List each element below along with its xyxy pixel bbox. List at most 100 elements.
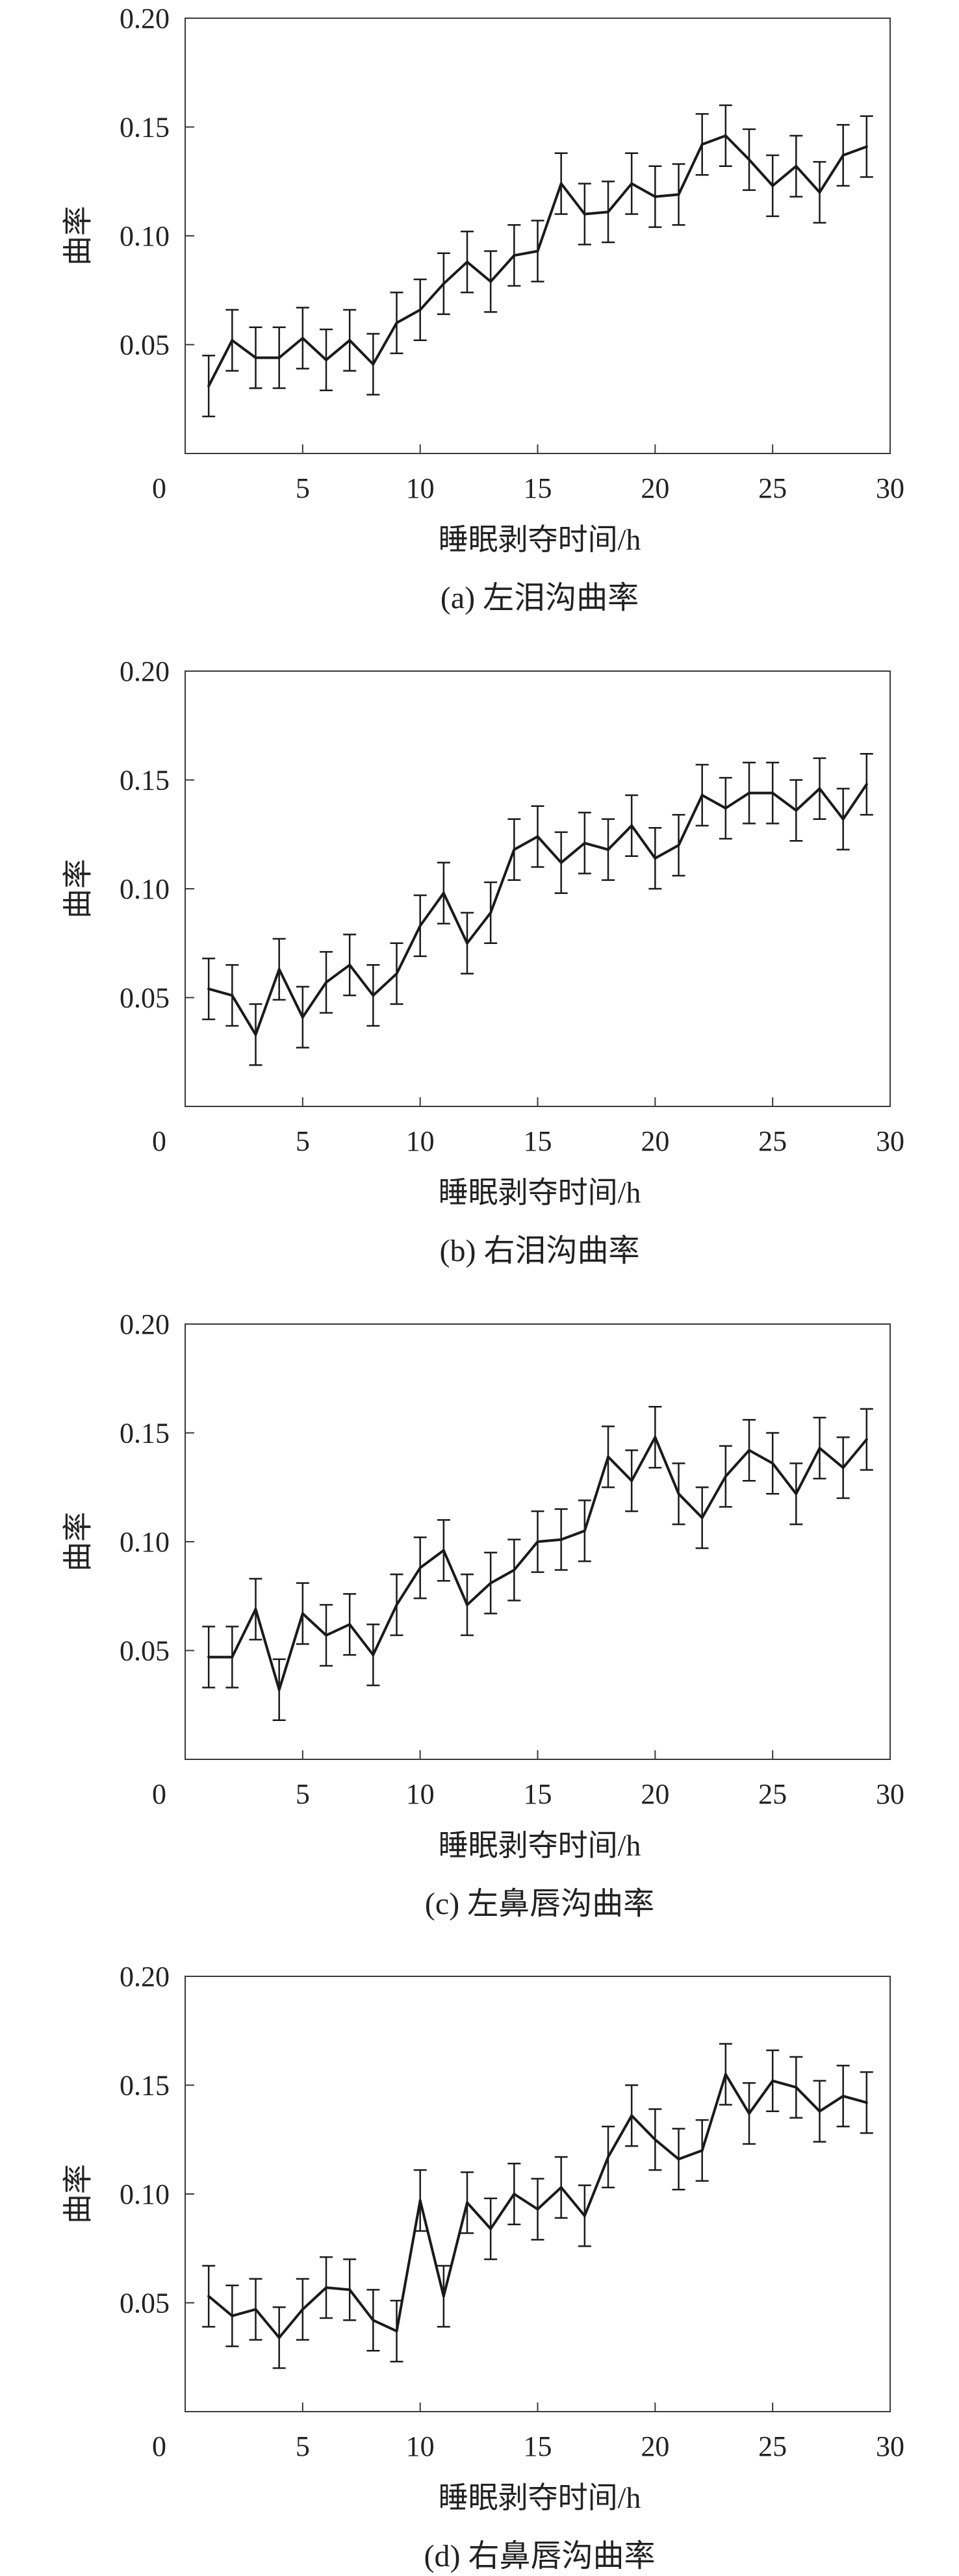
y-tick-label: 0.15 <box>120 765 170 797</box>
data-point <box>348 338 352 342</box>
data-point <box>466 941 468 945</box>
data-point <box>325 981 327 984</box>
data-point <box>372 994 375 997</box>
x-tick-label: 15 <box>524 1778 552 1810</box>
data-point <box>818 2110 821 2113</box>
data-point <box>301 2308 304 2311</box>
data-point <box>771 1462 774 1465</box>
data-point <box>841 154 845 157</box>
data-point <box>583 212 586 216</box>
y-tick-label: 0.20 <box>120 1961 170 1993</box>
data-point <box>748 1449 750 1452</box>
x-tick-label: 30 <box>876 1778 904 1810</box>
y-tick-label: 0.10 <box>120 873 170 905</box>
y-axis-label: 曲率 <box>62 1512 95 1572</box>
data-point <box>536 249 539 253</box>
data-point <box>466 2201 468 2204</box>
data-point <box>724 807 727 810</box>
y-tick-label: 0.10 <box>120 1526 170 1558</box>
data-point <box>700 1516 704 1520</box>
y-tick-label: 0.05 <box>120 329 170 361</box>
data-point <box>654 2138 657 2141</box>
data-point <box>536 835 539 838</box>
data-point <box>466 261 468 264</box>
x-tick-label: 30 <box>876 472 904 504</box>
x-axis-label: 睡眠剥夺时间/h <box>439 523 641 556</box>
x-tick-label: 15 <box>524 2430 552 2462</box>
data-point <box>231 1655 234 1659</box>
data-point <box>795 809 798 812</box>
data-point <box>771 2079 774 2082</box>
x-tick-label: 25 <box>758 472 787 504</box>
data-point <box>348 963 352 967</box>
data-point <box>724 1475 727 1478</box>
y-tick-label: 0.10 <box>120 2178 170 2210</box>
data-point <box>865 145 868 148</box>
data-point <box>795 164 798 168</box>
data-point <box>771 791 774 795</box>
data-point <box>818 787 821 790</box>
data-point <box>654 1436 657 1439</box>
y-tick-label: 0.20 <box>120 3 170 34</box>
data-point <box>277 967 281 971</box>
data-point <box>513 848 516 851</box>
data-point <box>771 184 774 187</box>
data-point <box>207 2295 211 2298</box>
data-point <box>677 1492 680 1496</box>
data-point <box>583 2214 586 2217</box>
data-point <box>607 2156 609 2159</box>
data-point <box>277 356 281 359</box>
x-tick-label: 5 <box>296 1125 310 1157</box>
x-tick-label: 30 <box>876 2430 904 2462</box>
x-tick-label: 25 <box>758 1125 787 1157</box>
panel-caption: (c) 左鼻唇沟曲率 <box>425 1887 654 1921</box>
x-axis-label: 睡眠剥夺时间/h <box>439 1829 641 1862</box>
x-axis-label: 睡眠剥夺时间/h <box>439 2481 641 2514</box>
data-point <box>559 182 563 185</box>
data-point <box>607 210 609 214</box>
data-point <box>748 158 750 161</box>
x-tick-label: 15 <box>524 1125 552 1157</box>
data-point <box>325 1634 327 1637</box>
data-point <box>700 143 704 146</box>
data-point <box>325 358 327 361</box>
data-point <box>724 2072 727 2076</box>
y-tick-label: 0.05 <box>120 1635 170 1667</box>
data-point <box>536 2208 539 2211</box>
data-point <box>325 2286 327 2289</box>
data-point <box>818 191 821 194</box>
data-point <box>559 861 563 864</box>
data-point <box>418 924 422 927</box>
x-tick-label: 0 <box>152 1125 166 1157</box>
data-point <box>700 793 704 797</box>
y-tick-label: 0.15 <box>120 1418 170 1449</box>
data-point <box>442 1549 445 1552</box>
data-point <box>489 280 492 283</box>
data-point <box>865 2101 868 2104</box>
data-point <box>207 1655 211 1659</box>
data-point <box>865 1438 868 1441</box>
panel-caption: (b) 右泪沟曲率 <box>440 1234 640 1268</box>
data-point <box>489 1581 492 1585</box>
data-point <box>489 911 492 914</box>
x-tick-label: 15 <box>524 472 552 504</box>
x-tick-label: 20 <box>641 472 669 504</box>
data-point <box>607 848 609 851</box>
x-tick-label: 25 <box>758 1778 787 1810</box>
x-tick-label: 20 <box>641 1778 669 1810</box>
data-point <box>301 1015 304 1019</box>
data-point <box>559 2186 563 2189</box>
data-point <box>536 1540 539 1543</box>
y-axis-label: 曲率 <box>62 2164 95 2224</box>
data-point <box>254 2308 257 2311</box>
data-point <box>677 2158 680 2161</box>
data-point <box>841 1466 845 1470</box>
data-point <box>654 195 657 198</box>
data-point <box>372 2319 375 2322</box>
x-tick-label: 20 <box>641 2430 669 2462</box>
data-point <box>231 338 234 342</box>
data-point <box>254 356 257 359</box>
data-point <box>513 254 516 257</box>
